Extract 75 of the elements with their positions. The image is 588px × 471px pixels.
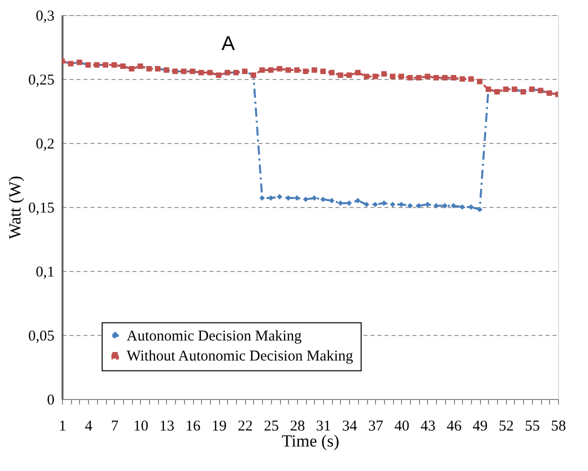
point — [442, 74, 448, 80]
x-tick-label: 22 — [238, 418, 253, 434]
point — [364, 74, 370, 80]
x-tick-label: 13 — [159, 418, 174, 434]
point — [476, 206, 482, 212]
x-tick-label: 1 — [58, 418, 66, 434]
x-tick-label: 34 — [342, 418, 358, 434]
point — [407, 202, 413, 208]
x-tick-label: 7 — [110, 418, 119, 434]
point — [460, 204, 466, 210]
y-tick-label: 0,15 — [28, 200, 54, 216]
x-tick-label: 31 — [316, 418, 332, 434]
x-tick-label: 28 — [290, 418, 305, 434]
point — [286, 67, 291, 73]
point — [259, 67, 265, 73]
point — [302, 68, 308, 74]
y-tick-label: 0,3 — [36, 8, 54, 24]
point — [460, 76, 466, 82]
x-tick-label: 10 — [133, 418, 148, 434]
point — [468, 76, 474, 82]
point — [416, 202, 422, 208]
point — [294, 67, 300, 73]
y-tick-label: 0,25 — [28, 72, 54, 88]
line-series — [62, 58, 558, 98]
point — [320, 196, 326, 202]
x-tick-label: 58 — [551, 418, 566, 434]
point — [338, 72, 344, 78]
y-tick-label: 0,05 — [28, 328, 54, 344]
point — [407, 74, 413, 80]
point — [312, 67, 318, 73]
x-tick-label: 19 — [212, 418, 227, 434]
legend-label: Without Autonomic Decision Making — [126, 348, 354, 365]
point — [424, 202, 430, 208]
point — [390, 74, 396, 80]
x-tick-label: 52 — [498, 418, 514, 434]
y-axis-title: Watt (W) — [5, 176, 24, 240]
point — [302, 196, 308, 202]
point — [381, 71, 387, 77]
point — [398, 74, 404, 80]
point — [390, 202, 396, 208]
point — [346, 72, 352, 78]
y-tick-label: 0 — [47, 392, 54, 408]
point — [276, 194, 282, 200]
x-tick-label: 40 — [394, 418, 410, 434]
x-tick-label: 37 — [368, 418, 384, 434]
x-tick-label: 25 — [264, 418, 279, 434]
point — [276, 66, 282, 72]
annotation: A — [221, 32, 236, 55]
x-tick-label: 55 — [524, 418, 540, 434]
point — [476, 78, 482, 84]
point — [312, 195, 318, 201]
point — [364, 202, 370, 208]
point — [468, 204, 474, 210]
point — [320, 68, 326, 74]
x-tick-label: 4 — [84, 418, 93, 434]
point — [355, 70, 361, 76]
point — [259, 195, 265, 201]
x-tick-label: 46 — [446, 418, 462, 434]
point — [372, 74, 378, 80]
point — [416, 74, 422, 80]
point — [329, 70, 334, 76]
x-tick-label: 43 — [420, 418, 436, 434]
point — [268, 67, 274, 73]
x-axis-title: Time (s) — [282, 432, 340, 450]
x-tick-label: 16 — [186, 418, 202, 434]
point — [294, 195, 300, 201]
y-tick-label: 0,1 — [36, 264, 54, 280]
legend-label: Autonomic Decision Making — [126, 328, 302, 345]
point — [355, 198, 361, 204]
y-tick-label: 0,2 — [36, 136, 54, 152]
x-tick-label: 49 — [472, 418, 488, 434]
point — [329, 198, 334, 204]
point — [424, 74, 430, 80]
point — [433, 74, 439, 80]
point — [450, 74, 456, 80]
